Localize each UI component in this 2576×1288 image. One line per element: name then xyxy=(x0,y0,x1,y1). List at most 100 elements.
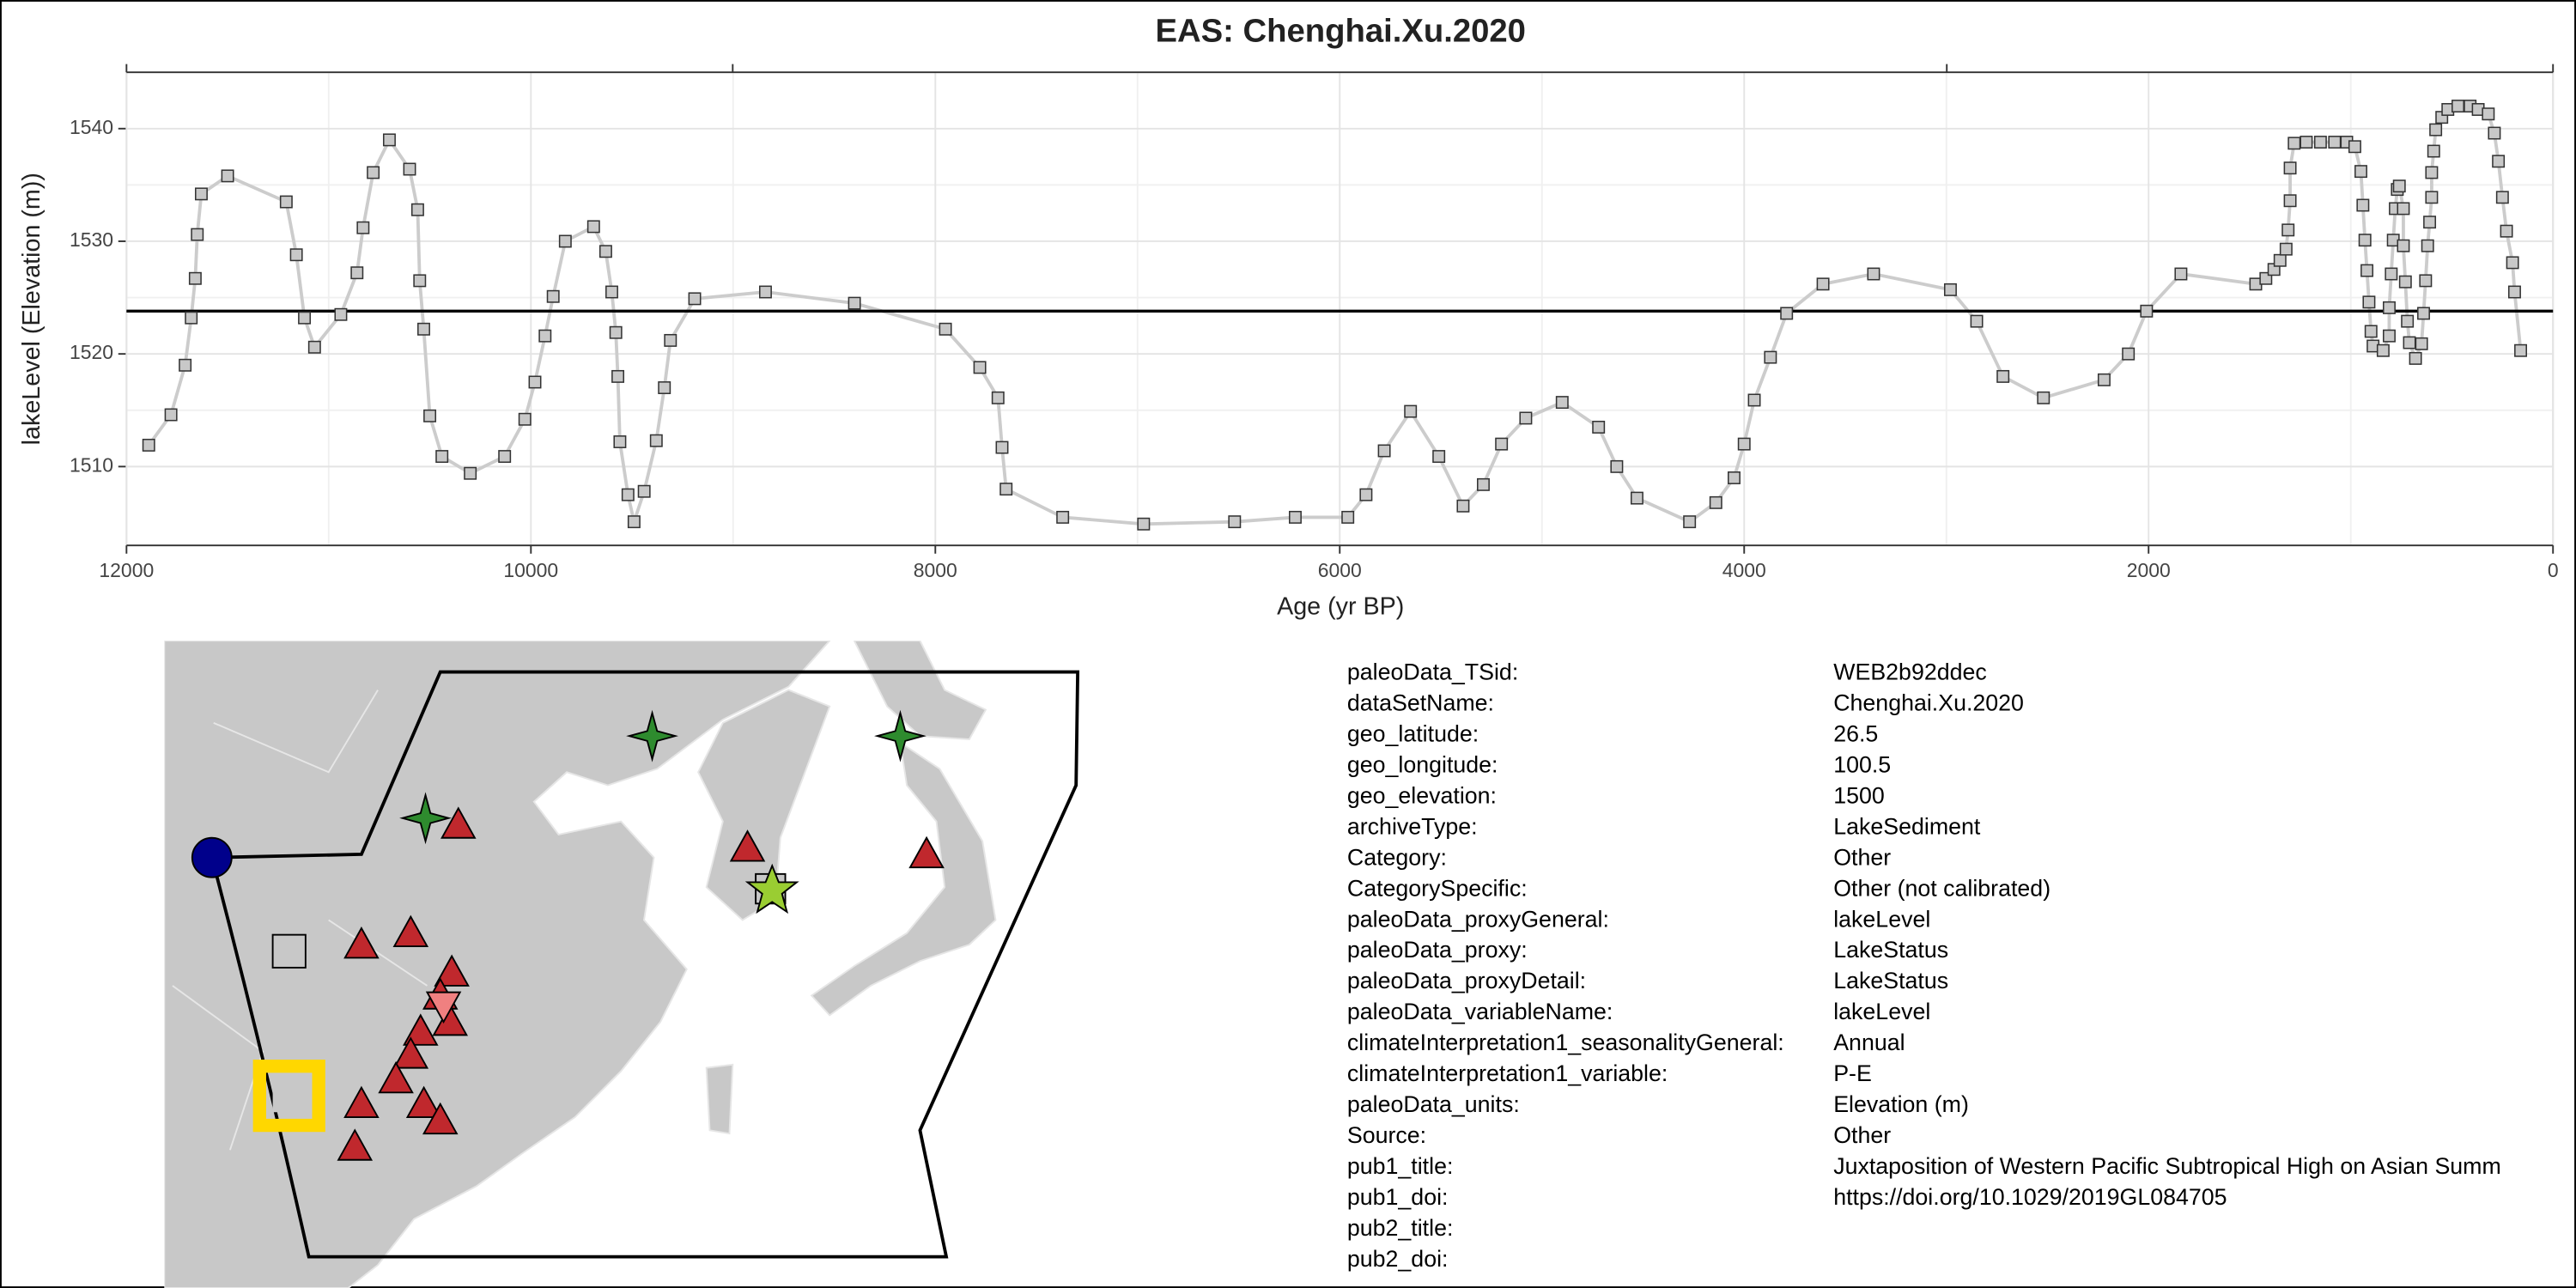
data-point xyxy=(188,271,202,285)
land xyxy=(705,1063,734,1135)
x-tick-label: 2000 xyxy=(2127,559,2171,581)
data-point xyxy=(2423,216,2437,229)
data-point xyxy=(2279,242,2293,256)
metadata-key: paleoData_units: xyxy=(1347,1091,1520,1117)
metadata-key: dataSetName: xyxy=(1347,690,1494,715)
data-point xyxy=(2398,275,2412,289)
data-point xyxy=(1780,307,1794,320)
metadata-value: LakeStatus xyxy=(1833,937,1948,963)
data-point xyxy=(298,311,312,325)
data-point xyxy=(1996,369,2010,383)
metadata-value: Other xyxy=(1833,1122,1891,1148)
data-point xyxy=(688,292,702,306)
metadata-key: pub1_title: xyxy=(1347,1153,1454,1179)
metadata-value: Other xyxy=(1833,844,1891,870)
data-point xyxy=(2488,126,2501,140)
metadata-value: lakeLevel xyxy=(1833,906,1930,932)
x-tick-label: 6000 xyxy=(1318,559,1362,581)
data-point xyxy=(1404,404,1418,418)
y-tick-label: 1520 xyxy=(70,341,113,363)
data-point xyxy=(2287,137,2301,150)
metadata-value: 100.5 xyxy=(1833,751,1891,777)
data-point xyxy=(2313,136,2327,149)
data-point xyxy=(2364,325,2378,338)
data-point xyxy=(1056,510,1070,524)
data-point xyxy=(2425,166,2439,179)
data-point xyxy=(2409,351,2422,365)
metadata-key: paleoData_TSid: xyxy=(1347,659,1518,685)
metadata-key: geo_elevation: xyxy=(1347,782,1497,808)
data-point xyxy=(2283,161,2297,175)
metadata-key: pub2_doi: xyxy=(1347,1246,1449,1272)
data-point xyxy=(2385,267,2398,281)
data-point xyxy=(2500,224,2513,238)
data-point xyxy=(1495,437,1509,451)
data-point xyxy=(417,322,430,336)
data-point xyxy=(1867,267,1880,281)
data-point xyxy=(1728,471,1741,484)
data-point xyxy=(1737,437,1751,451)
data-point xyxy=(2421,239,2434,252)
data-point xyxy=(2508,285,2521,299)
data-point xyxy=(2328,136,2342,149)
data-point xyxy=(1477,477,1490,491)
data-point xyxy=(973,361,987,374)
data-point xyxy=(1456,499,1470,513)
land xyxy=(853,641,987,740)
data-point xyxy=(2358,234,2372,247)
data-point xyxy=(2360,264,2374,277)
data-point xyxy=(2300,136,2313,149)
data-point xyxy=(1747,393,1761,407)
data-point xyxy=(2348,140,2361,154)
data-point xyxy=(2415,337,2428,350)
metadata-value: Juxtaposition of Western Pacific Subtrop… xyxy=(1833,1153,2501,1179)
metadata-key: Category: xyxy=(1347,844,1447,870)
data-point xyxy=(2174,267,2188,281)
data-point xyxy=(538,329,552,343)
data-point xyxy=(2401,314,2415,328)
data-point xyxy=(1519,411,1533,425)
data-point xyxy=(142,438,155,452)
data-point xyxy=(2419,274,2433,288)
data-point xyxy=(2506,256,2519,270)
plot-area: 1510 1520 1530 1540 12000 10000 8000 6000 4000 20… xyxy=(70,64,2559,581)
data-point xyxy=(759,285,772,299)
data-point xyxy=(2495,191,2509,204)
data-point xyxy=(2429,123,2443,137)
metadata-value: Elevation (m) xyxy=(1833,1091,1969,1117)
map xyxy=(164,641,1080,1288)
y-tick-label: 1530 xyxy=(70,228,113,251)
data-point xyxy=(382,133,396,147)
data-point xyxy=(1709,495,1722,509)
data-point xyxy=(2354,165,2367,179)
data-point xyxy=(2356,198,2370,212)
data-point xyxy=(518,412,532,426)
markers xyxy=(191,709,945,1161)
data-point xyxy=(410,203,424,216)
data-point xyxy=(613,435,627,448)
metadata-key: archiveType: xyxy=(1347,813,1478,839)
data-point xyxy=(356,221,370,234)
metadata-value: LakeSediment xyxy=(1833,813,1981,839)
metadata-table: paleoData_TSid: WEB2b92ddec dataSetName: Ch… xyxy=(1347,659,2501,1272)
data-point xyxy=(2514,343,2527,357)
metadata-value: Chenghai.Xu.2020 xyxy=(1833,690,2024,715)
data-point xyxy=(611,369,625,383)
land xyxy=(810,740,997,1017)
data-point xyxy=(2383,329,2396,343)
data-point xyxy=(221,169,234,183)
data-point xyxy=(307,340,321,354)
data-point xyxy=(605,285,618,299)
data-point xyxy=(2362,295,2376,309)
metadata-key: Source: xyxy=(1347,1122,1426,1148)
data-point xyxy=(558,234,572,248)
data-point xyxy=(350,266,364,280)
data-point xyxy=(2427,144,2440,158)
data-point xyxy=(1592,420,1606,434)
data-point xyxy=(498,450,512,464)
data-point xyxy=(658,381,671,394)
data-point xyxy=(598,245,612,258)
data-point xyxy=(1377,444,1391,458)
data-point xyxy=(939,322,952,336)
